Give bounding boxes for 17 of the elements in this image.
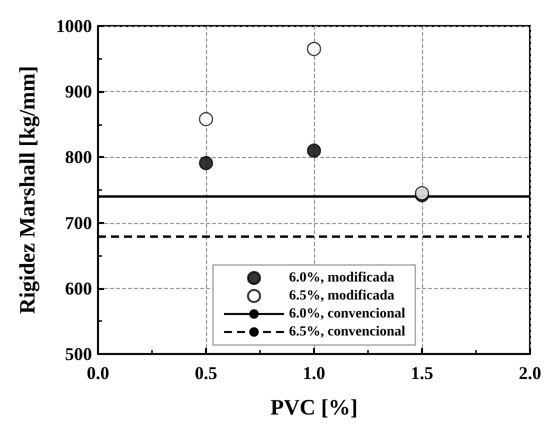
y-axis-title: Rigidez Marshall [kg/mm] — [14, 66, 40, 314]
y-tick-label: 900 — [65, 82, 92, 102]
legend-label: 6.5%, convencional — [289, 324, 406, 340]
y-tick-label: 700 — [65, 212, 92, 233]
x-tick-label: 0.0 — [86, 363, 110, 383]
legend-label: 6.5%, modificada — [289, 288, 394, 304]
legend-label: 6.0%, modificada — [289, 270, 394, 286]
x-tick-label: 0.5 — [194, 363, 218, 383]
y-tick-label: 1000 — [56, 16, 92, 36]
x-tick-label: 2.0 — [518, 363, 542, 383]
legend-label: 6.0%, convencional — [289, 306, 406, 322]
x-tick-label: 1.5 — [410, 363, 434, 383]
y-tick-label: 800 — [65, 147, 92, 168]
x-tick-label: 1.0 — [302, 363, 326, 383]
y-tick-label: 500 — [65, 344, 92, 364]
x-axis-title: PVC [%] — [270, 394, 358, 420]
y-tick-label: 600 — [65, 278, 92, 298]
